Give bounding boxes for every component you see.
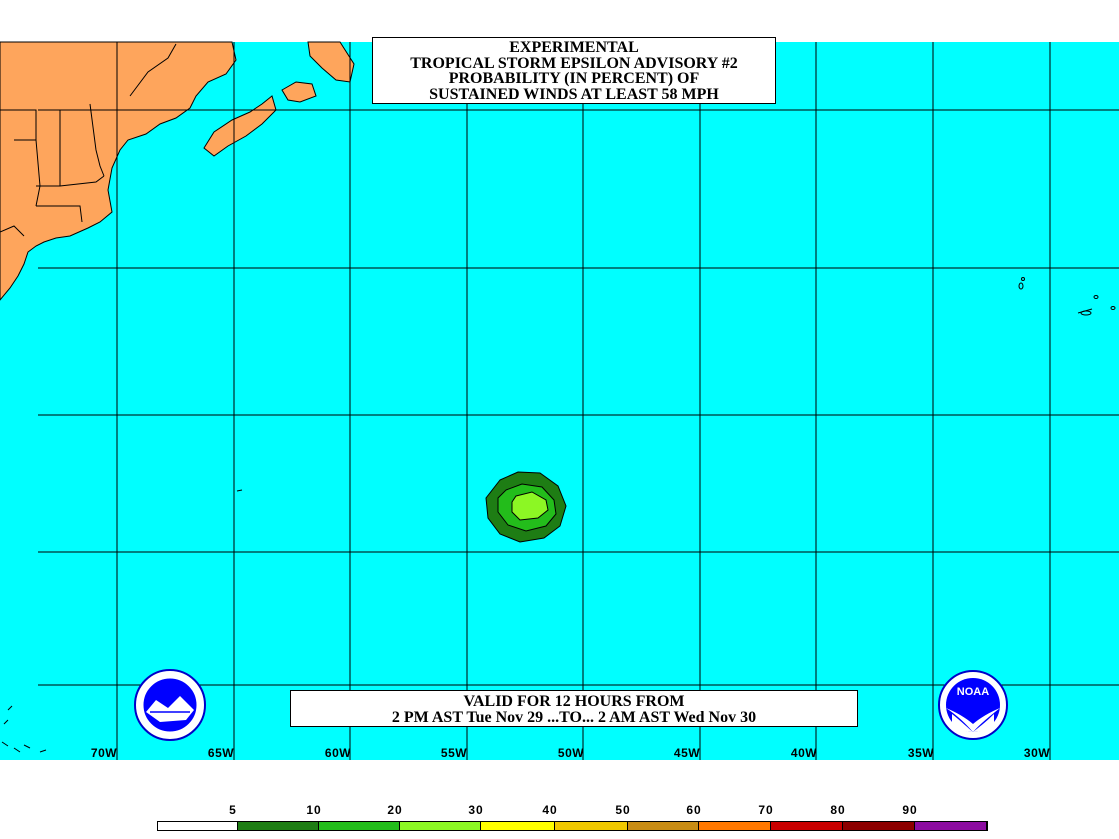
legend-label: 30	[468, 803, 484, 817]
lon-label: 35W	[907, 746, 935, 760]
legend-swatch	[699, 822, 771, 830]
ocean	[0, 42, 1119, 760]
title-line-4: SUSTAINED WINDS AT LEAST 58 MPH	[429, 85, 719, 103]
valid-line-2: 2 PM AST Tue Nov 29 ...TO... 2 AM AST We…	[391, 708, 757, 726]
legend-label: 60	[686, 803, 702, 817]
legend-label: 40	[542, 803, 558, 817]
title-box: EXPERIMENTAL TROPICAL STORM EPSILON ADVI…	[372, 37, 776, 104]
state-borders	[0, 43, 177, 237]
legend-swatch	[628, 822, 699, 830]
legend-swatch	[843, 822, 915, 830]
legend-swatch	[158, 822, 238, 830]
nws-logo	[134, 669, 206, 741]
legend-label: 80	[830, 803, 846, 817]
lon-label: 40W	[790, 746, 818, 760]
land-nova-scotia	[203, 95, 277, 157]
legend-label: 70	[758, 803, 774, 817]
legend-swatch	[771, 822, 843, 830]
legend-swatch	[915, 822, 987, 830]
valid-line-1: VALID FOR 12 HOURS FROM	[463, 693, 685, 710]
title-line-1: EXPERIMENTAL	[509, 39, 639, 56]
lon-label: 70W	[90, 746, 118, 760]
land-newfoundland-edge	[307, 41, 355, 83]
legend-label: 90	[902, 803, 918, 817]
title-line-2: TROPICAL STORM EPSILON ADVISORY #2	[410, 54, 738, 72]
noaa-logo: NOAA	[938, 670, 1008, 740]
noaa-logo-text: NOAA	[957, 686, 989, 698]
legend-swatch	[319, 822, 400, 830]
land-cape-breton	[281, 81, 317, 103]
legend-label: 10	[306, 803, 322, 817]
valid-time-box: VALID FOR 12 HOURS FROM 2 PM AST Tue Nov…	[290, 690, 858, 727]
lon-label: 45W	[673, 746, 701, 760]
legend-swatch	[481, 822, 555, 830]
lon-label: 30W	[1023, 746, 1051, 760]
legend-swatch	[555, 822, 628, 830]
lon-label: 55W	[440, 746, 468, 760]
islands	[1, 277, 1116, 753]
title-line-3: PROBABILITY (IN PERCENT) OF	[448, 70, 700, 87]
contour-30-percent	[511, 491, 549, 521]
legend-label: 20	[387, 803, 403, 817]
legend-swatch	[400, 822, 481, 830]
legend-label: 5	[229, 803, 237, 817]
lon-label: 50W	[557, 746, 585, 760]
lon-label: 65W	[207, 746, 235, 760]
legend-label: 50	[615, 803, 631, 817]
land-north-america	[0, 41, 237, 301]
legend-swatch	[238, 822, 319, 830]
graticule	[38, 42, 1119, 760]
legend-color-bar	[157, 821, 988, 831]
lon-label: 60W	[324, 746, 352, 760]
